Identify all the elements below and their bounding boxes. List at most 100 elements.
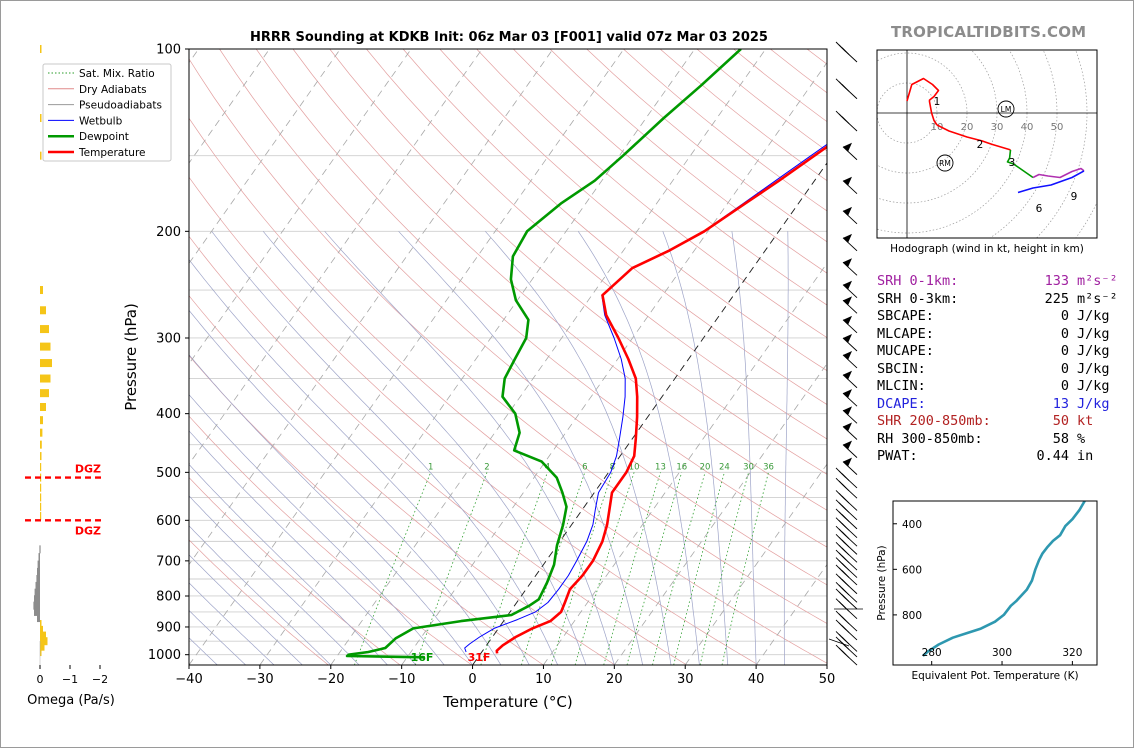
x-tick-label: 10 xyxy=(535,672,552,687)
stat-row: DCAPE: 13 J/kg xyxy=(877,396,1118,414)
isotherm xyxy=(189,49,625,665)
wind-barb xyxy=(835,542,858,563)
omega-bar xyxy=(40,493,42,502)
brand-label: TROPICALTIDBITS.COM xyxy=(891,23,1087,41)
wind-barb xyxy=(842,176,858,195)
storm-motion-marker xyxy=(936,154,954,172)
dry-adiabat xyxy=(219,49,827,586)
wind-barb xyxy=(835,610,858,632)
hodograph-ring-label: 10 xyxy=(931,122,944,133)
mixing-ratio-label: 2 xyxy=(484,462,489,472)
mixing-ratio-label: 13 xyxy=(655,462,666,472)
isotherm xyxy=(259,49,696,665)
mixing-ratio-line xyxy=(574,472,635,665)
dry-adiabat xyxy=(189,58,827,624)
wind-barb xyxy=(842,389,858,407)
omega-bar xyxy=(40,389,49,398)
omega-bar xyxy=(40,463,42,472)
y-tick-label: 500 xyxy=(156,466,181,481)
omega-bar xyxy=(40,402,46,411)
wind-barb-feather xyxy=(841,522,850,531)
wind-barb-feather xyxy=(841,650,850,658)
dgz-label: DGZ xyxy=(75,463,101,476)
pseudoadiabat xyxy=(485,231,672,665)
hodograph-trace xyxy=(1006,149,1034,179)
mixing-ratio-label: 30 xyxy=(743,462,754,472)
wind-barb-feather xyxy=(841,616,850,624)
wind-barb-feather xyxy=(841,84,850,92)
stat-row: SRH 0-3km: 225 m²s⁻² xyxy=(877,291,1118,309)
wind-barb-flag xyxy=(843,206,852,216)
wind-barb xyxy=(835,588,858,610)
wind-barb xyxy=(835,619,858,641)
pseudoadiabat xyxy=(189,610,246,665)
dry-adiabat xyxy=(189,117,827,664)
dry-adiabat xyxy=(292,49,827,511)
omega-bar xyxy=(40,342,51,351)
x-tick-label: 0 xyxy=(468,672,476,687)
wind-barb-flag xyxy=(843,176,852,186)
x-tick-label: 40 xyxy=(748,672,765,687)
thetae-y-tick-label: 400 xyxy=(902,519,922,531)
omega-bar xyxy=(34,588,40,597)
wind-barb-flag xyxy=(843,422,852,432)
wind-barb xyxy=(835,499,858,521)
wind-barb xyxy=(842,333,858,352)
wind-barb xyxy=(842,280,858,299)
legend-entry: Sat. Mix. Ratio xyxy=(79,68,155,80)
omega-bar xyxy=(40,637,48,646)
wind-barb xyxy=(835,557,858,578)
pseudoadiabat xyxy=(189,258,530,665)
isotherm xyxy=(189,49,341,264)
omega-bar xyxy=(40,502,42,511)
stats-panel: SRH 0-1km: 133 m²s⁻² SRH 0-3km: 225 m²s⁻² SBCA… xyxy=(877,273,1118,466)
pseudoadiabat xyxy=(189,495,360,665)
hodograph-ring-label: 40 xyxy=(1021,122,1034,133)
thetae-x-tick-label: 300 xyxy=(992,647,1012,659)
stat-value: 13 xyxy=(1052,395,1069,412)
wind-barb-feather xyxy=(841,562,850,571)
y-axis-label: Pressure (hPa) xyxy=(122,303,140,411)
pseudoadiabat xyxy=(731,231,757,665)
hodograph-height-label: 2 xyxy=(977,139,984,151)
isotherm xyxy=(330,49,767,665)
pseudoadiabat xyxy=(189,637,218,665)
stat-label: MLCIN: xyxy=(877,378,926,394)
stat-unit: J/kg xyxy=(1077,308,1110,324)
wind-barb-feather xyxy=(841,531,850,540)
pseudoadiabat xyxy=(324,231,615,665)
wind-barb xyxy=(842,422,858,440)
stat-value: 0 xyxy=(1060,378,1069,394)
isotherm xyxy=(613,363,827,665)
dgz-label: DGZ xyxy=(75,524,101,537)
wind-barb xyxy=(842,142,858,161)
mixing-ratio-label: 1 xyxy=(428,462,433,472)
stat-unit: m²s⁻² xyxy=(1077,273,1118,289)
omega-bar xyxy=(39,545,41,554)
omega-bar xyxy=(33,601,40,610)
hodograph-ring-label: 50 xyxy=(1051,122,1064,133)
chart-title: HRRR Sounding at KDKB Init: 06z Mar 03 [… xyxy=(250,30,768,45)
x-tick-label: −20 xyxy=(317,672,344,687)
stat-row: PWAT: 0.44 in xyxy=(877,448,1118,466)
legend: Sat. Mix. Ratio Dry Adiabats Pseudoadiabat… xyxy=(42,63,172,162)
hodograph-height-label: 3 xyxy=(1009,157,1016,169)
pseudoadiabat xyxy=(783,231,789,665)
profile-dewpoint xyxy=(345,49,742,659)
pseudoadiabat xyxy=(189,554,303,665)
wind-barb xyxy=(835,490,858,511)
mixing-ratio-label: 20 xyxy=(700,462,711,472)
stat-row: MLCAPE: 0 J/kg xyxy=(877,326,1118,344)
stat-value: 133 xyxy=(1044,273,1069,289)
y-tick-label: 200 xyxy=(156,225,181,240)
pseudoadiabat xyxy=(662,231,729,665)
pseudoadiabat xyxy=(189,394,445,665)
stat-row: RH 300-850mb: 58% xyxy=(877,431,1118,449)
wind-barb-feather xyxy=(841,570,850,578)
wind-barb-feather xyxy=(841,47,850,55)
dry-adiabat xyxy=(513,49,827,306)
pseudoadiabat xyxy=(189,582,275,665)
omega-bar xyxy=(40,452,42,461)
stat-row: SRH 0-1km: 133 m²s⁻² xyxy=(877,273,1118,291)
